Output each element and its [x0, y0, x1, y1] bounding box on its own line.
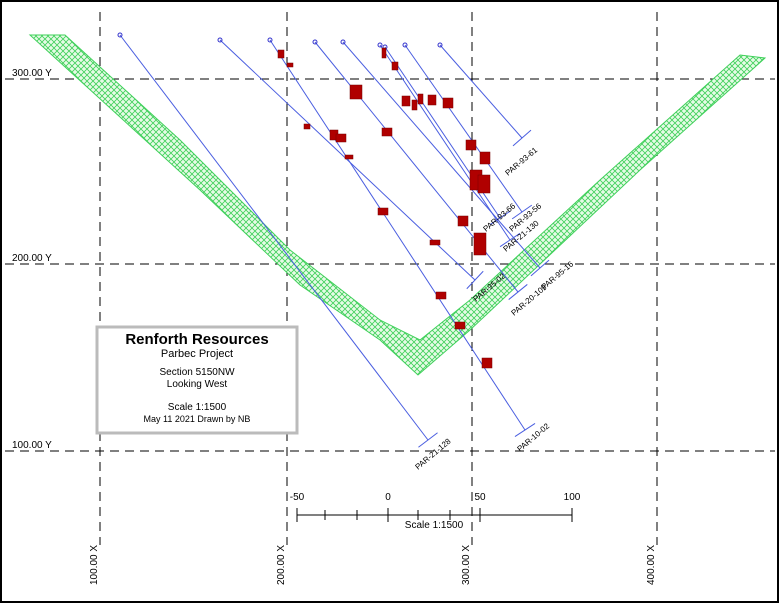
collar [117, 32, 123, 38]
intercept [377, 207, 389, 216]
intercept [277, 49, 285, 59]
intercept [435, 291, 447, 300]
scale-label: Scale 1:1500 [405, 520, 464, 531]
legend-box [95, 325, 299, 435]
intercept [303, 123, 311, 130]
mineral-zone [28, 34, 767, 376]
intercept [411, 99, 418, 111]
scale-bar [296, 508, 573, 522]
intercept [477, 174, 491, 194]
intercept [457, 215, 469, 227]
intercept [286, 62, 294, 68]
hole-end [512, 129, 532, 147]
x-grid-label: 100.00 X [89, 545, 100, 585]
legend-section: Section 5150NW [159, 367, 235, 378]
collar [340, 39, 346, 45]
intercept [381, 47, 387, 59]
intercept [335, 133, 347, 143]
drill-trace [379, 44, 511, 241]
legend-date: May 11 2021 Drawn by NB [144, 414, 251, 424]
legend-scale: Scale 1:1500 [168, 402, 227, 413]
hole-end [499, 232, 521, 248]
hole-end [514, 423, 536, 437]
x-grid-label: 300.00 X [461, 545, 472, 585]
intercept [417, 93, 424, 105]
collar [377, 42, 383, 48]
intercept [473, 232, 487, 256]
y-grid-label: 200.00 Y [12, 253, 52, 264]
hole-end [418, 432, 438, 448]
collar [402, 42, 408, 48]
collar [312, 39, 318, 45]
legend-project: Parbec Project [161, 348, 233, 360]
intercept [479, 151, 491, 165]
intercept [349, 84, 363, 100]
intercept [391, 61, 399, 71]
hole-end [489, 210, 511, 226]
scale-tick-label: 0 [385, 492, 391, 503]
intercept [381, 127, 393, 137]
drill-trace [439, 44, 523, 139]
hole-end [511, 204, 533, 220]
intercept [481, 357, 493, 369]
intercept [429, 239, 441, 246]
hole-end [530, 259, 550, 277]
intercept [427, 94, 437, 106]
scale-tick-label: 50 [474, 492, 486, 503]
scale-tick-label: -50 [290, 492, 305, 503]
hole-end [466, 270, 484, 290]
drill-trace [342, 41, 541, 269]
collar [437, 42, 443, 48]
collar [267, 37, 273, 43]
hole-end [508, 284, 528, 300]
intercept [344, 154, 354, 160]
intercepts [277, 47, 493, 369]
intercept [442, 97, 454, 109]
x-grid-label: 400.00 X [646, 545, 657, 585]
scale-tick-label: 100 [564, 492, 581, 503]
intercept [401, 95, 411, 107]
grid [5, 12, 775, 545]
drill-trace [119, 34, 429, 441]
y-grid-label: 300.00 Y [12, 68, 52, 79]
drill-trace [404, 44, 523, 213]
intercept [454, 321, 466, 330]
intercept [465, 139, 477, 151]
legend-title: Renforth Resources [125, 331, 268, 348]
y-grid-label: 100.00 Y [12, 440, 52, 451]
legend-view: Looking West [167, 379, 228, 390]
x-grid-label: 200.00 X [276, 545, 287, 585]
collar [217, 37, 223, 43]
